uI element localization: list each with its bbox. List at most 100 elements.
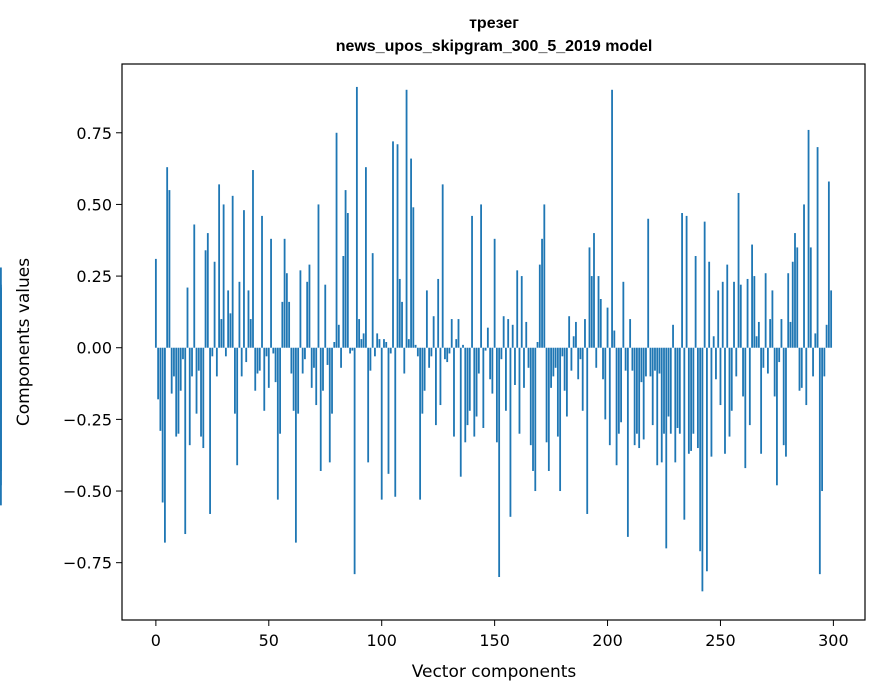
- bar-218: [647, 218, 650, 348]
- bar-274: [773, 347, 776, 397]
- bar-180: [561, 347, 564, 357]
- bar-285: [798, 347, 801, 391]
- bar-166: [529, 347, 532, 446]
- bar-120: [425, 290, 428, 348]
- bar-19: [197, 347, 200, 371]
- bar-118: [421, 347, 424, 414]
- bar-128: [444, 347, 446, 360]
- bar-48: [263, 347, 266, 411]
- bar-174: [547, 347, 550, 471]
- bar-168: [534, 347, 537, 492]
- bar-127: [441, 184, 444, 348]
- bar-246: [710, 347, 713, 457]
- bar-176: [552, 347, 555, 377]
- bar-5: [166, 167, 169, 348]
- chart-subtitle: news_upos_skipgram_300_5_2019 model: [336, 38, 653, 55]
- bar-85: [346, 213, 349, 348]
- bar-79: [333, 342, 336, 348]
- bar-193: [590, 276, 593, 348]
- bar-100: [380, 347, 383, 500]
- bar-263: [748, 347, 751, 426]
- bar-195: [595, 347, 598, 368]
- bar-257: [735, 347, 738, 377]
- bar-251: [721, 281, 724, 348]
- bar-215: [640, 347, 643, 383]
- bar-39: [243, 210, 245, 348]
- bar-22: [204, 250, 207, 348]
- bar-37: [238, 281, 241, 348]
- bar-247: [712, 336, 715, 348]
- bar-148: [489, 347, 492, 380]
- bar-173: [545, 347, 548, 443]
- bar-237: [690, 347, 693, 451]
- bar-258: [737, 192, 740, 348]
- bar-182: [565, 347, 568, 417]
- bar-123: [432, 316, 435, 348]
- bar-229: [672, 324, 674, 348]
- bar-286: [800, 347, 803, 388]
- bar-172: [543, 204, 546, 348]
- x-tick-label: 100: [366, 631, 397, 650]
- bar-76: [326, 347, 329, 365]
- bar-204: [615, 347, 618, 466]
- bar-90: [358, 319, 361, 348]
- bar-104: [389, 347, 392, 354]
- bar-72: [317, 204, 320, 348]
- bar-77: [328, 347, 331, 463]
- bar-18: [195, 347, 198, 414]
- bar-295: [821, 347, 823, 492]
- bar-281: [789, 321, 792, 348]
- bar-140: [471, 215, 473, 348]
- bar-17: [193, 224, 196, 348]
- bar-282: [791, 261, 794, 348]
- bar-185: [572, 336, 575, 348]
- bar-209: [626, 347, 629, 537]
- bar-136: [462, 344, 464, 348]
- y-tick-label: 0.75: [76, 124, 112, 143]
- bar-253: [726, 264, 729, 348]
- bar-93: [365, 167, 367, 348]
- x-tick-label: 200: [592, 631, 623, 650]
- bar-71: [315, 347, 318, 406]
- bar-65: [301, 347, 304, 374]
- bar-55: [279, 347, 281, 434]
- bar-107: [396, 144, 399, 348]
- bar-132: [453, 347, 455, 437]
- bar-13: [184, 347, 187, 535]
- bar-91: [360, 339, 363, 348]
- bar-288: [805, 347, 808, 406]
- bar-135: [459, 347, 462, 477]
- bar-98: [376, 333, 379, 348]
- bar-undefined: [0, 287, 2, 348]
- bar-4: [164, 347, 166, 543]
- bar-52: [272, 347, 275, 354]
- bar-208: [624, 347, 627, 371]
- bar-83: [342, 256, 345, 348]
- bar-265: [753, 276, 756, 348]
- bar-292: [814, 333, 817, 348]
- bar-250: [719, 347, 722, 406]
- bar-88: [353, 347, 356, 575]
- bar-191: [586, 347, 589, 514]
- bar-41: [247, 290, 250, 348]
- bar-7: [170, 347, 173, 394]
- bar-6: [168, 190, 171, 348]
- bar-133: [455, 339, 458, 348]
- bar-212: [633, 347, 636, 446]
- bar-170: [538, 264, 541, 348]
- bar-167: [532, 347, 534, 471]
- y-tick-label: −0.25: [63, 410, 112, 429]
- bar-189: [581, 347, 584, 411]
- bar-201: [608, 347, 611, 446]
- plot-frame: [121, 63, 866, 621]
- bar-192: [588, 247, 591, 348]
- bar-95: [369, 347, 372, 371]
- bar-43: [252, 170, 254, 348]
- bar-undefined: [0, 347, 2, 471]
- bar-38: [240, 347, 243, 377]
- bar-35: [234, 347, 236, 414]
- bar-26: [213, 261, 216, 348]
- bar-207: [622, 281, 625, 348]
- bar-89: [355, 86, 358, 348]
- bar-143: [477, 347, 480, 374]
